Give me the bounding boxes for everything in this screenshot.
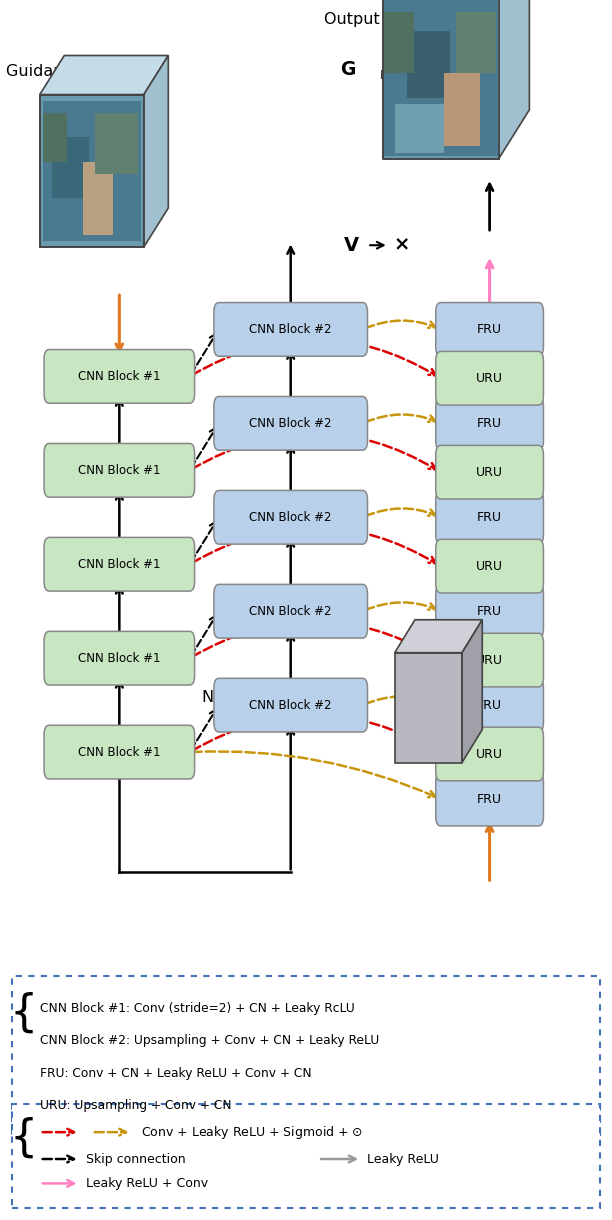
FancyBboxPatch shape (436, 539, 543, 593)
Polygon shape (40, 55, 168, 95)
Text: Leaky ReLU + Conv: Leaky ReLU + Conv (86, 1177, 208, 1190)
Text: {: { (9, 1116, 37, 1159)
FancyBboxPatch shape (395, 104, 444, 152)
Text: CNN Block #2: CNN Block #2 (250, 323, 332, 336)
Text: FRU: FRU (477, 699, 502, 711)
Text: {: { (9, 992, 37, 1035)
Text: Skip connection: Skip connection (86, 1153, 185, 1165)
Text: Noise Input: Noise Input (202, 691, 299, 705)
FancyBboxPatch shape (44, 632, 195, 686)
FancyBboxPatch shape (44, 537, 195, 592)
Text: URU: URU (476, 748, 503, 760)
Text: URU: URU (476, 654, 503, 666)
Text: FRU: FRU (477, 323, 502, 336)
Polygon shape (499, 0, 529, 159)
Polygon shape (462, 620, 482, 762)
FancyBboxPatch shape (384, 0, 499, 156)
FancyBboxPatch shape (436, 490, 543, 544)
Text: CNN Block #2: CNN Block #2 (250, 511, 332, 523)
Text: CNN Block #1: CNN Block #1 (78, 745, 160, 759)
Polygon shape (144, 55, 168, 246)
Text: CNN Block #2: CNN Block #2 (250, 699, 332, 711)
Text: URU: URU (476, 466, 503, 478)
FancyBboxPatch shape (214, 584, 367, 638)
Text: URU: URU (476, 560, 503, 572)
FancyBboxPatch shape (44, 349, 195, 403)
FancyBboxPatch shape (43, 101, 141, 242)
Text: CNN Block #2: Upsampling + Conv + CN + Leaky ReLU: CNN Block #2: Upsampling + Conv + CN + L… (40, 1035, 379, 1047)
FancyBboxPatch shape (436, 303, 543, 356)
FancyBboxPatch shape (436, 678, 543, 732)
FancyBboxPatch shape (436, 727, 543, 781)
FancyBboxPatch shape (44, 725, 195, 780)
FancyBboxPatch shape (44, 444, 195, 498)
Text: CNN Block #1: CNN Block #1 (78, 464, 160, 477)
Text: CNN Block #1: CNN Block #1 (78, 651, 160, 665)
FancyBboxPatch shape (436, 445, 543, 499)
Polygon shape (395, 620, 482, 653)
Text: CNN Block #2: CNN Block #2 (250, 605, 332, 617)
FancyBboxPatch shape (436, 351, 543, 405)
Text: Guidance Image: Guidance Image (6, 65, 143, 79)
Text: Output Image: Output Image (324, 12, 441, 27)
FancyBboxPatch shape (214, 303, 367, 356)
Text: CNN Block #1: CNN Block #1 (78, 558, 160, 571)
Text: $\mathbf{\times}$: $\mathbf{\times}$ (393, 235, 409, 255)
FancyBboxPatch shape (436, 633, 543, 687)
Text: Conv + Leaky ReLU + Sigmoid + $\odot$: Conv + Leaky ReLU + Sigmoid + $\odot$ (141, 1124, 363, 1141)
Text: CNN Block #1: Conv (stride=2) + CN + Leaky RcLU: CNN Block #1: Conv (stride=2) + CN + Lea… (40, 1002, 354, 1015)
Text: Leaky ReLU: Leaky ReLU (367, 1153, 439, 1165)
Polygon shape (40, 95, 144, 246)
Text: $\mathbf{G}$: $\mathbf{G}$ (340, 60, 356, 79)
Text: $\rm{HR}$: $\rm{HR}$ (379, 68, 400, 82)
FancyBboxPatch shape (12, 1104, 600, 1208)
Text: FRU: FRU (477, 511, 502, 523)
Polygon shape (395, 653, 462, 762)
Text: $\mathbf{Z}$: $\mathbf{Z}$ (474, 688, 489, 708)
Text: CNN Block #1: CNN Block #1 (78, 370, 160, 383)
FancyBboxPatch shape (456, 12, 496, 73)
FancyBboxPatch shape (83, 162, 113, 234)
FancyBboxPatch shape (12, 976, 600, 1135)
Text: FRU: FRU (477, 417, 502, 429)
FancyBboxPatch shape (436, 772, 543, 826)
Text: $\mathbf{V}$: $\mathbf{V}$ (343, 235, 360, 255)
FancyBboxPatch shape (214, 396, 367, 450)
Text: FRU: FRU (477, 793, 502, 805)
Text: URU: Upsampling + Conv + CN: URU: Upsampling + Conv + CN (40, 1099, 231, 1113)
FancyBboxPatch shape (95, 113, 138, 174)
FancyBboxPatch shape (52, 138, 89, 198)
FancyBboxPatch shape (384, 12, 414, 73)
FancyBboxPatch shape (436, 584, 543, 638)
FancyBboxPatch shape (214, 678, 367, 732)
FancyBboxPatch shape (407, 30, 450, 98)
Polygon shape (382, 0, 499, 159)
FancyBboxPatch shape (436, 396, 543, 450)
FancyBboxPatch shape (444, 73, 480, 146)
Text: CNN Block #2: CNN Block #2 (250, 417, 332, 429)
Text: FRU: FRU (477, 605, 502, 617)
FancyBboxPatch shape (214, 490, 367, 544)
Text: URU: URU (476, 372, 503, 384)
FancyBboxPatch shape (43, 113, 67, 162)
Text: FRU: Conv + CN + Leaky ReLU + Conv + CN: FRU: Conv + CN + Leaky ReLU + Conv + CN (40, 1066, 312, 1080)
